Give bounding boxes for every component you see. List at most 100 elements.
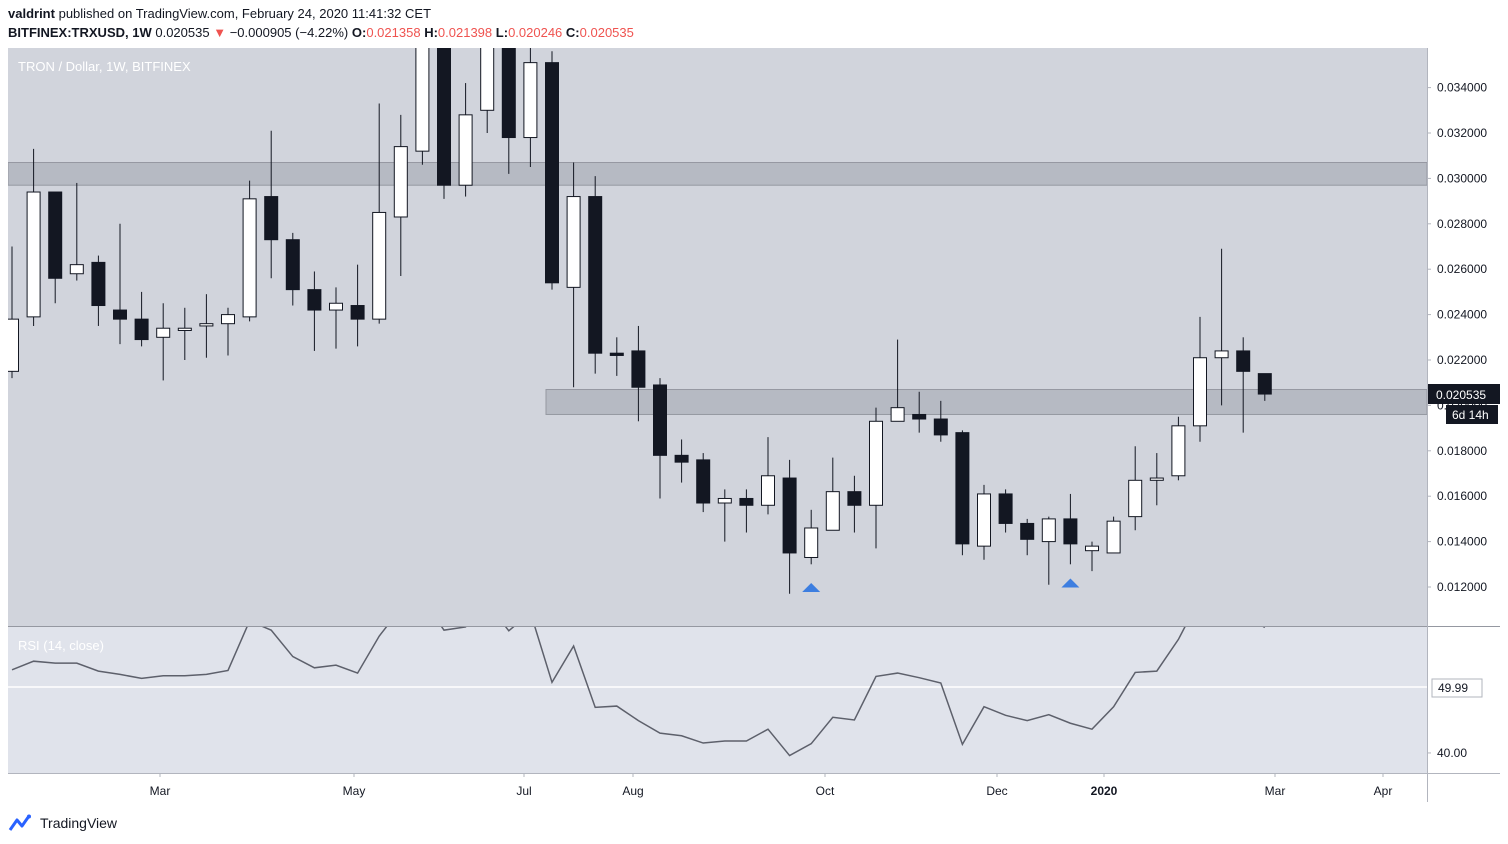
publish-text: published on TradingView.com, February 2… [58, 6, 432, 21]
candle [177, 307, 192, 360]
author-name[interactable]: valdrint [8, 6, 55, 21]
candle-body-up [372, 211, 387, 320]
candle [26, 148, 41, 326]
candle [869, 407, 883, 549]
candle-body-down [1063, 518, 1078, 545]
tradingview-brand: TradingView [40, 815, 118, 831]
candle-body-up [221, 314, 235, 325]
open-label: O: [351, 25, 367, 40]
candle-body-down [588, 196, 603, 354]
candle-body-up [177, 327, 192, 331]
candle-body-up [458, 114, 473, 186]
candle-body-up [26, 191, 41, 318]
rsi-pane-background[interactable] [8, 627, 1427, 773]
candle-body-down [545, 62, 559, 284]
candle-body-up [566, 196, 581, 288]
time-axis[interactable]: Mar May Jul Aug Oct Dec 2020 Mar Apr [150, 773, 1393, 798]
candle [458, 83, 473, 197]
candle-body-down [631, 350, 646, 388]
candle [653, 378, 667, 499]
triangle-up-marker [802, 583, 821, 592]
candle [739, 489, 754, 533]
candle-body-down [1236, 350, 1251, 372]
candle-body-up [1214, 350, 1229, 359]
candle [1171, 416, 1186, 481]
rsi-line [11, 627, 1266, 757]
high-label: H: [424, 25, 438, 40]
tradingview-logo-icon [8, 814, 31, 831]
tradingview-branding[interactable]: TradingView [8, 814, 117, 832]
zone-2 [545, 389, 1427, 415]
time-tick-label: Oct [816, 784, 835, 798]
candle-body-up [761, 475, 775, 506]
low-value: 0.020246 [508, 25, 563, 40]
candle [156, 303, 171, 381]
candle [1128, 446, 1143, 531]
candle [545, 51, 559, 290]
rsi-current-label: 49.99 [1431, 678, 1483, 698]
candle [1085, 541, 1099, 572]
candle-body-down [307, 289, 322, 311]
candle-body-up [393, 146, 408, 218]
price-tick-label: 0.014000 [1437, 535, 1487, 549]
candle [1106, 516, 1121, 554]
rsi-tick-label: 40.00 [1437, 746, 1467, 760]
candle-body-down [264, 196, 279, 241]
candle-body-down [912, 413, 927, 420]
candle [1193, 316, 1207, 442]
candle-body-up [523, 62, 538, 139]
candle-body-up [890, 407, 905, 422]
candle [977, 484, 991, 560]
candle-body-up [1149, 477, 1164, 481]
candle [264, 130, 279, 279]
candle [1214, 248, 1229, 406]
price-pane-background[interactable] [8, 48, 1427, 626]
candle-body-down [501, 48, 516, 139]
candle-body-up [69, 264, 84, 275]
candle-body-down [739, 497, 754, 506]
candle [696, 453, 711, 513]
candle [1063, 493, 1078, 565]
candle [48, 191, 63, 304]
candle [825, 457, 840, 531]
candle-body-up [415, 48, 430, 152]
candle [242, 180, 257, 322]
rsi-axis: 40.00 [1427, 746, 1467, 760]
price-axis[interactable]: 0.0120000.0140000.0160000.0180000.020000… [1427, 81, 1487, 594]
candle-body-up [1171, 425, 1186, 477]
candle [955, 430, 970, 556]
candle-body-down [998, 493, 1013, 524]
candle-body-down [134, 318, 149, 341]
candle-body-up [977, 493, 991, 547]
candle [372, 103, 387, 324]
candle-body-down [1020, 522, 1035, 540]
candle [91, 255, 106, 326]
candle-body-up [156, 327, 171, 338]
price-tick-label: 0.012000 [1437, 580, 1487, 594]
candle-body-down [933, 418, 948, 436]
horizontal-zones [8, 162, 1427, 415]
triangle-up-marker [1061, 578, 1080, 588]
candle [221, 307, 235, 356]
candle [1149, 453, 1164, 506]
time-tick-label: Mar [150, 784, 171, 798]
candle-body-up [242, 198, 257, 318]
candle [8, 246, 19, 379]
candle-body-down [674, 454, 689, 463]
candle [890, 339, 905, 422]
close-value: 0.020535 [579, 25, 634, 40]
price-tick-label: 0.018000 [1437, 444, 1487, 458]
candle [1257, 373, 1272, 401]
candle [113, 223, 127, 345]
candle [329, 287, 343, 349]
down-arrow-icon: ▼ [213, 25, 227, 40]
candle-body-up [8, 318, 19, 372]
time-tick-label: Aug [622, 784, 643, 798]
price-tick-label: 0.034000 [1437, 81, 1487, 95]
high-value: 0.021398 [437, 25, 493, 40]
symbol-label: BITFINEX:TRXUSD, 1W [8, 25, 152, 40]
time-tick-label: May [343, 784, 366, 798]
candle [847, 475, 862, 533]
candle [631, 325, 646, 422]
